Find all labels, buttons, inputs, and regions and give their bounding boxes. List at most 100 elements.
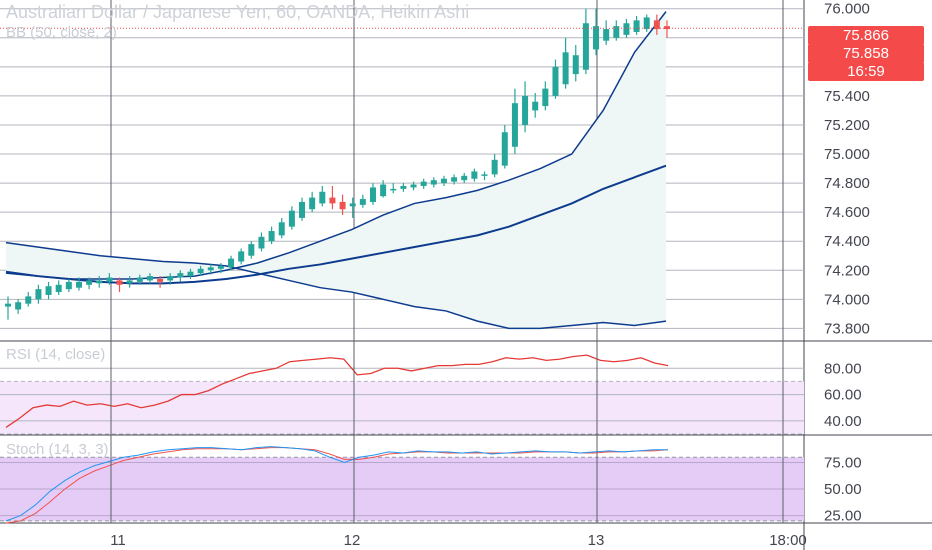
candle-body (309, 197, 316, 210)
stoch-tick-label: 75.00 (824, 455, 862, 472)
candle-body (299, 201, 306, 218)
candle-body (522, 95, 529, 125)
candle-body (75, 281, 82, 288)
candle-body (339, 201, 346, 210)
price-tick-label: 74.400 (824, 233, 870, 250)
candle-body (481, 174, 488, 176)
candle-body (542, 88, 549, 107)
candle-body (96, 280, 103, 284)
rsi-line (5, 354, 669, 428)
stoch-label: Stoch (14, 3, 3) (6, 441, 109, 458)
rsi-tick-label: 60.00 (824, 387, 862, 404)
candle-body (410, 184, 417, 188)
stoch-k-line (5, 446, 668, 522)
bb-upper-line (5, 11, 667, 280)
stoch-tick-label: 25.00 (824, 508, 862, 525)
candle-body (491, 159, 498, 175)
candle-body (136, 277, 143, 282)
candle-body (359, 199, 366, 205)
price-tick-label: 74.600 (824, 204, 870, 221)
candle-body (319, 191, 326, 204)
candle-body (25, 296, 32, 304)
countdown-tag: 16:59 (808, 62, 924, 81)
candle-body (511, 103, 518, 147)
time-tick-label: 13 (588, 532, 605, 549)
price-tick-label: 74.800 (824, 175, 870, 192)
candle-body (593, 26, 600, 50)
candle-body (420, 181, 427, 186)
candle-body (106, 277, 113, 282)
candle-body (126, 280, 133, 284)
candle-body (146, 276, 153, 281)
candle-body (653, 20, 660, 30)
candle-body (552, 66, 559, 96)
candle-body (157, 278, 164, 282)
candle-body (664, 26, 670, 30)
candle-body (501, 132, 508, 166)
rsi-tick-label: 40.00 (824, 413, 862, 430)
rsi-label: RSI (14, close) (6, 346, 106, 363)
candle-body (643, 17, 650, 30)
candle-body (349, 203, 356, 207)
price-tick-label: 76.000 (824, 1, 870, 18)
chart-title: Australian Dollar / Japanese Yen, 60, OA… (6, 2, 470, 22)
candle-body (35, 289, 42, 300)
candle-body (471, 171, 478, 179)
time-tick-label: 18:00 (769, 532, 807, 549)
candle-body (288, 210, 295, 227)
price-tick-label: 73.800 (824, 320, 870, 337)
candle-body (45, 286, 52, 295)
stoch-tick-label: 50.00 (824, 481, 862, 498)
candle-body (55, 284, 62, 293)
candle-body (329, 197, 336, 204)
price-tick-label: 75.400 (824, 88, 870, 105)
candle-body (633, 20, 640, 32)
price-tick-label: 74.200 (824, 262, 870, 279)
candle-body (268, 231, 275, 242)
candle-body (278, 222, 285, 236)
candle-body (582, 23, 589, 70)
price-tick-label: 75.200 (824, 117, 870, 134)
candle-body (65, 281, 72, 290)
candle-body (248, 244, 255, 256)
indicator-label: BB (50, close, 2) (6, 24, 117, 41)
candle-body (562, 52, 569, 85)
bb-fill (6, 11, 666, 329)
candle-body (400, 185, 407, 189)
candle-body (217, 265, 224, 269)
price-tick-label: 75.000 (824, 146, 870, 163)
candle-body (86, 280, 93, 285)
rsi-tick-label: 80.00 (824, 360, 862, 377)
candle-body (369, 187, 376, 202)
last-price-tag: 75.866 (808, 26, 924, 45)
candle-body (187, 271, 194, 277)
candle-body (440, 178, 447, 184)
candle-body (5, 303, 11, 307)
bb-mid-line (5, 164, 667, 285)
candle-body (116, 280, 123, 285)
rsi-band (0, 381, 804, 434)
candle-body (238, 251, 245, 262)
time-tick-label: 12 (344, 532, 361, 549)
candle-body (167, 276, 174, 281)
bb-lower-line (5, 241, 667, 330)
price-tick-label: 74.000 (824, 291, 870, 308)
time-tick-label: 11 (110, 532, 126, 549)
candle-body (461, 175, 468, 181)
candle-body (380, 184, 387, 197)
candle-body (177, 273, 184, 278)
candle-body (613, 26, 620, 38)
candle-body (207, 267, 214, 271)
candle-body (430, 180, 437, 185)
candle-body (603, 29, 610, 41)
candle-body (228, 258, 235, 268)
candle-body (572, 55, 579, 75)
candle-body (390, 188, 397, 191)
candle-body (532, 101, 539, 111)
candle-body (258, 236, 265, 249)
candle-body (623, 23, 630, 35)
candle-body (197, 268, 204, 274)
second-price-tag: 75.858 (808, 44, 924, 63)
candle-body (451, 177, 458, 182)
